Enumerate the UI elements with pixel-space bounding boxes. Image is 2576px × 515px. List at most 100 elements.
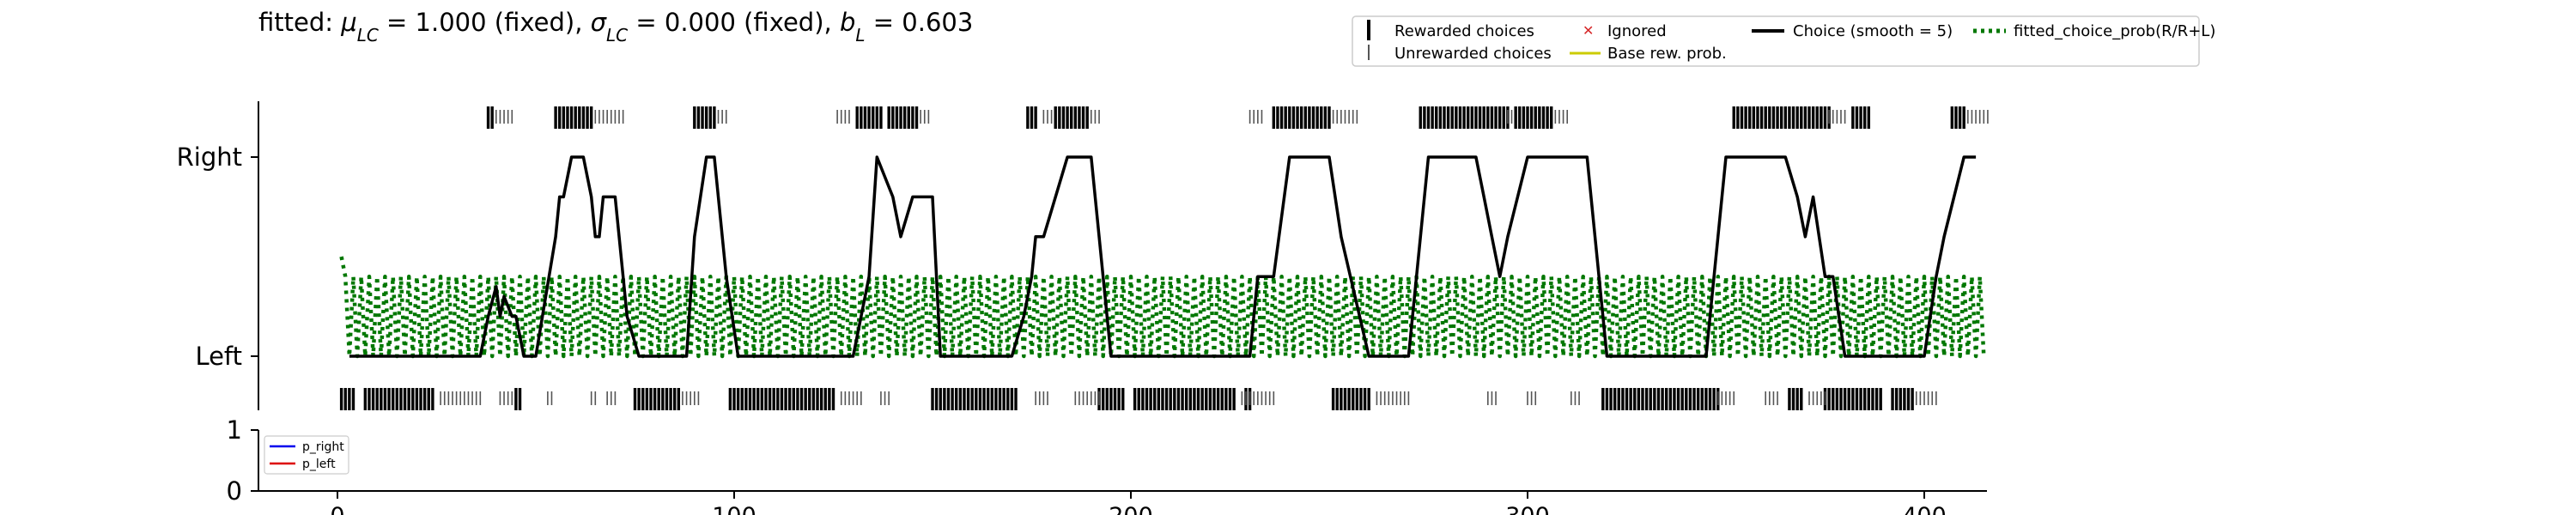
rewarded-right-tick bbox=[1276, 106, 1279, 129]
rewarded-right-tick bbox=[1529, 106, 1534, 129]
rewarded-right-tick bbox=[1073, 106, 1078, 129]
rewarded-left-tick bbox=[1653, 388, 1656, 410]
rewarded-left-tick bbox=[939, 388, 942, 410]
unrewarded-right-tick bbox=[610, 110, 612, 124]
unrewarded-left-tick bbox=[1268, 391, 1271, 405]
unrewarded-left-tick bbox=[1931, 391, 1934, 405]
rewarded-left-tick bbox=[1355, 388, 1359, 410]
rewarded-left-tick bbox=[1621, 388, 1625, 410]
rewarded-left-tick bbox=[395, 388, 398, 410]
rewarded-left-tick bbox=[661, 388, 665, 410]
rewarded-right-tick bbox=[1546, 106, 1549, 129]
rewarded-right-tick bbox=[1462, 106, 1466, 129]
unrewarded-right-tick bbox=[1566, 110, 1568, 124]
unrewarded-right-tick bbox=[1091, 110, 1092, 124]
unrewarded-left-tick bbox=[1716, 391, 1719, 405]
rewarded-left-tick bbox=[1157, 388, 1161, 410]
rewarded-left-tick bbox=[804, 388, 807, 410]
rewarded-left-tick bbox=[1359, 388, 1363, 410]
rewarded-left-tick bbox=[1335, 388, 1339, 410]
rewarded-right-tick bbox=[1327, 106, 1331, 129]
unrewarded-left-tick bbox=[1257, 391, 1259, 405]
unrewarded-right-tick bbox=[923, 110, 926, 124]
unrewarded-left-tick bbox=[1765, 391, 1766, 405]
unrewarded-right-tick bbox=[836, 110, 838, 124]
rewarded-left-tick bbox=[740, 388, 744, 410]
unrewarded-left-tick bbox=[610, 391, 612, 405]
unrewarded-left-tick bbox=[1078, 391, 1080, 405]
rewarded-right-tick bbox=[708, 106, 712, 129]
unrewarded-left-tick bbox=[1728, 391, 1731, 405]
rewarded-left-tick bbox=[1363, 388, 1367, 410]
rewarded-right-tick bbox=[1070, 106, 1073, 129]
rewarded-left-tick bbox=[978, 388, 982, 410]
rewarded-right-tick bbox=[1423, 106, 1426, 129]
unrewarded-left-tick bbox=[1491, 391, 1493, 405]
rewarded-right-tick bbox=[914, 106, 919, 129]
rewarded-left-tick bbox=[375, 388, 379, 410]
rewarded-right-tick bbox=[1859, 106, 1862, 129]
rewarded-left-tick bbox=[1871, 388, 1874, 410]
rewarded-left-tick bbox=[1680, 388, 1684, 410]
legend-label-base-prob: Base rew. prob. bbox=[1607, 45, 1727, 63]
rewarded-left-tick bbox=[1006, 388, 1010, 410]
legend-label-fitted: fitted_choice_prob(R/R+L) bbox=[2014, 22, 2215, 40]
rewarded-left-tick bbox=[816, 388, 819, 410]
rewarded-right-tick bbox=[696, 106, 701, 129]
rewarded-right-tick bbox=[1807, 106, 1811, 129]
rewarded-left-tick bbox=[1109, 388, 1113, 410]
rewarded-right-tick bbox=[1855, 106, 1859, 129]
choice-smooth-series bbox=[349, 155, 1977, 358]
rewarded-right-tick bbox=[1474, 106, 1478, 129]
unrewarded-left-tick bbox=[1725, 391, 1727, 405]
rewarded-left-tick bbox=[649, 388, 653, 410]
unrewarded-right-tick bbox=[495, 110, 497, 124]
rewarded-left-tick bbox=[1879, 388, 1882, 410]
rewarded-left-tick bbox=[1633, 388, 1637, 410]
rewarded-right-tick bbox=[1478, 106, 1482, 129]
legend-label-rewarded: Rewarded choices bbox=[1394, 22, 1534, 40]
rewarded-left-tick bbox=[383, 388, 387, 410]
rewarded-left-tick bbox=[772, 388, 775, 410]
rewarded-left-tick bbox=[1176, 388, 1181, 410]
rewarded-right-tick bbox=[1851, 106, 1855, 129]
rewarded-left-tick bbox=[1232, 388, 1236, 410]
rewarded-left-tick bbox=[776, 388, 780, 410]
unrewarded-right-tick bbox=[1844, 110, 1846, 124]
rewarded-left-tick bbox=[419, 388, 422, 410]
y-tick-label-left: Left bbox=[195, 342, 242, 371]
rewarded-left-tick bbox=[677, 388, 681, 410]
rewarded-right-tick bbox=[1431, 106, 1434, 129]
rewarded-left-tick bbox=[732, 388, 736, 410]
rewarded-right-tick bbox=[1026, 106, 1030, 129]
rewarded-left-tick bbox=[1117, 388, 1121, 410]
unrewarded-left-tick bbox=[1094, 391, 1097, 405]
rewarded-right-tick bbox=[1446, 106, 1450, 129]
rewarded-right-tick bbox=[1534, 106, 1537, 129]
rewarded-right-tick bbox=[1030, 106, 1034, 129]
x-tick-label: 100 bbox=[712, 503, 756, 515]
rewarded-right-tick bbox=[1958, 106, 1962, 129]
rewarded-left-tick bbox=[415, 388, 419, 410]
rewarded-left-tick bbox=[784, 388, 787, 410]
unrewarded-left-tick bbox=[503, 391, 505, 405]
rewarded-left-tick bbox=[1649, 388, 1652, 410]
rewarded-right-tick bbox=[569, 106, 574, 129]
rewarded-left-tick bbox=[823, 388, 827, 410]
unrewarded-left-tick bbox=[467, 391, 470, 405]
rewarded-right-tick bbox=[1498, 106, 1502, 129]
rewarded-left-tick bbox=[1153, 388, 1157, 410]
rewarded-left-tick bbox=[1832, 388, 1835, 410]
rewarded-left-tick bbox=[351, 388, 355, 410]
x-tick-label: 0 bbox=[330, 503, 344, 515]
unrewarded-right-tick bbox=[1978, 110, 1981, 124]
rewarded-left-tick bbox=[1847, 388, 1850, 410]
rewarded-left-tick bbox=[1903, 388, 1906, 410]
rewarded-left-tick bbox=[998, 388, 1002, 410]
rewarded-left-tick bbox=[744, 388, 748, 410]
rewarded-left-tick bbox=[1169, 388, 1172, 410]
rewarded-right-tick bbox=[1061, 106, 1066, 129]
unrewarded-left-tick bbox=[856, 391, 859, 405]
main-legend-box bbox=[1352, 15, 2200, 67]
unrewarded-left-tick bbox=[840, 391, 842, 405]
